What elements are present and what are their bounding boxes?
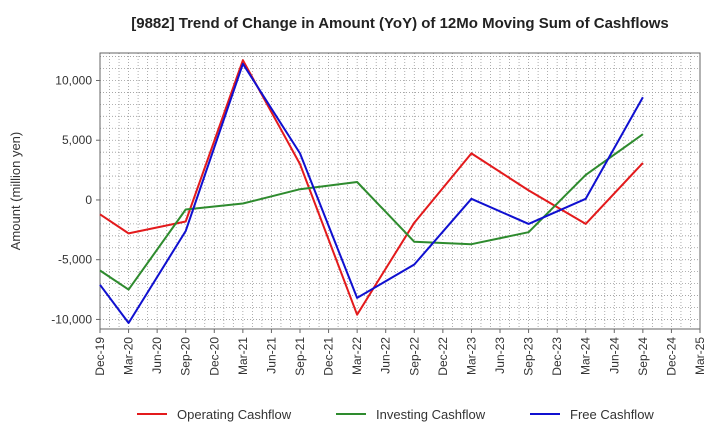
series-line-operating-cashflow (99, 59, 644, 316)
legend-label: Free Cashflow (570, 407, 654, 422)
y-tick-label: 10,000 (55, 73, 92, 87)
x-tick-label: Jun-22 (379, 337, 393, 374)
y-axis-ticks: -10,000 -5,000 0 5,000 10,000 (51, 73, 100, 326)
x-tick-label: Mar-21 (236, 337, 250, 375)
x-tick-label: Mar-25 (693, 337, 707, 375)
y-tick-label: 5,000 (62, 133, 92, 147)
x-tick-label: Dec-22 (436, 337, 450, 376)
x-tick-label: Mar-22 (350, 337, 364, 375)
legend-label: Investing Cashflow (376, 407, 486, 422)
y-tick-label: -10,000 (51, 312, 92, 326)
chart-title: [9882] Trend of Change in Amount (YoY) o… (131, 15, 669, 32)
y-tick-label: 0 (85, 193, 92, 207)
x-tick-label: Mar-23 (464, 337, 478, 375)
x-tick-label: Jun-21 (264, 337, 278, 374)
x-tick-label: Jun-24 (607, 337, 621, 374)
y-tick-label: -5,000 (58, 253, 92, 267)
plot-frame (99, 52, 701, 330)
y-axis-label: Amount (million yen) (8, 132, 23, 251)
x-tick-label: Sep-20 (179, 337, 193, 376)
x-tick-label: Sep-24 (636, 337, 650, 376)
x-tick-label: Dec-21 (322, 337, 336, 376)
legend: Operating Cashflow Investing Cashflow Free… (137, 407, 654, 422)
x-tick-label: Mar-20 (122, 337, 136, 375)
x-tick-label: Sep-22 (407, 337, 421, 376)
x-tick-label: Dec-23 (550, 337, 564, 376)
x-tick-label: Sep-23 (522, 337, 536, 376)
x-tick-label: Jun-20 (150, 337, 164, 374)
series-line-investing-cashflow (99, 133, 644, 291)
x-tick-label: Dec-20 (207, 337, 221, 376)
grid (100, 53, 700, 329)
x-tick-label: Dec-24 (664, 337, 678, 376)
series-line-free-cashflow (99, 62, 644, 324)
x-tick-label: Mar-24 (579, 337, 593, 375)
x-tick-label: Dec-19 (93, 337, 107, 376)
x-tick-label: Sep-21 (293, 337, 307, 376)
series-lines (99, 59, 644, 324)
x-axis-ticks: Dec-19 Mar-20 Jun-20 Sep-20 Dec-20 Mar-21 Jun-… (93, 329, 707, 376)
x-tick-label: Jun-23 (493, 337, 507, 374)
legend-label: Operating Cashflow (177, 407, 292, 422)
